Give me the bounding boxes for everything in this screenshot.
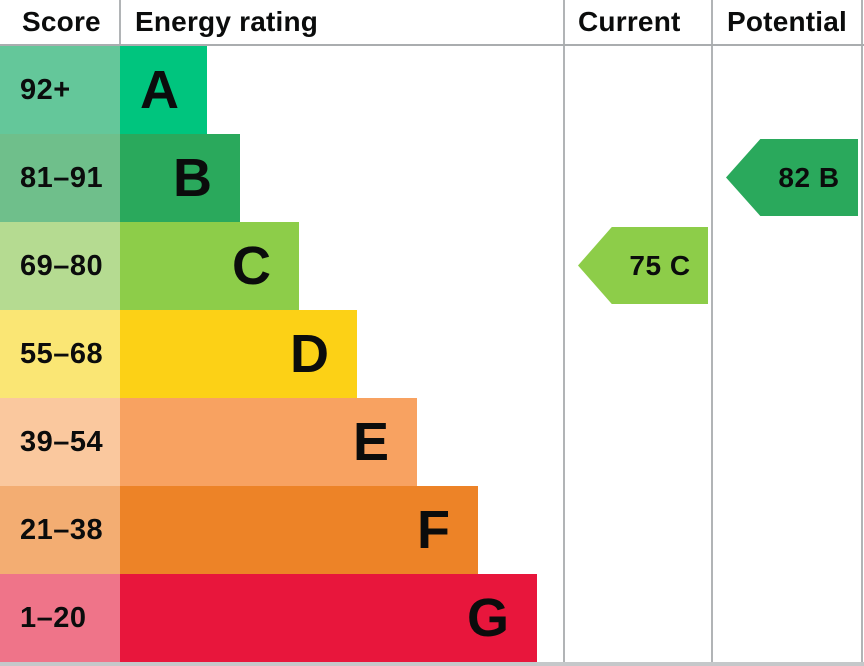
- band-bar-a: A: [120, 46, 207, 134]
- band-letter-e: E: [352, 412, 389, 472]
- band-letter-f: F: [417, 500, 450, 560]
- score-range-g: 1–20: [0, 574, 120, 662]
- band-row-b: 81–91 B: [0, 134, 561, 222]
- band-bar-f: F: [120, 486, 478, 574]
- band-letter-g: G: [466, 588, 509, 648]
- band-row-a: 92+ A: [0, 46, 561, 134]
- header-potential: Potential: [727, 6, 848, 37]
- divider-energy-current: [563, 0, 565, 662]
- band-row-g: 1–20 G: [0, 574, 561, 662]
- score-range-a: 92+: [0, 46, 120, 134]
- band-letter-a: A: [140, 60, 179, 120]
- band-row-e: 39–54 E: [0, 398, 561, 486]
- score-range-e: 39–54: [0, 398, 120, 486]
- bottom-border: [0, 662, 864, 666]
- score-range-d: 55–68: [0, 310, 120, 398]
- band-letter-d: D: [290, 324, 329, 384]
- band-bar-d: D: [120, 310, 357, 398]
- band-rows: 92+ A 81–91 B 69–80 C 55–68 D 39–54 E 21…: [0, 46, 561, 662]
- band-bar-c: C: [120, 222, 299, 310]
- band-row-d: 55–68 D: [0, 310, 561, 398]
- band-row-f: 21–38 F: [0, 486, 561, 574]
- header-energy-rating: Energy rating: [135, 6, 319, 37]
- header-current: Current: [578, 6, 681, 37]
- band-row-c: 69–80 C: [0, 222, 561, 310]
- divider-right-edge: [861, 0, 863, 662]
- current-rating-arrow: 75 C: [578, 227, 708, 304]
- potential-rating-arrow: 82 B: [726, 139, 858, 216]
- band-bar-e: E: [120, 398, 417, 486]
- score-range-f: 21–38: [0, 486, 120, 574]
- score-range-c: 69–80: [0, 222, 120, 310]
- score-range-b: 81–91: [0, 134, 120, 222]
- band-bar-b: B: [120, 134, 240, 222]
- header-score: Score: [22, 6, 101, 37]
- band-letter-c: C: [232, 236, 271, 296]
- divider-current-potential: [711, 0, 713, 662]
- header-underline: [0, 44, 864, 46]
- divider-score-energy: [119, 0, 121, 44]
- band-letter-b: B: [173, 148, 212, 208]
- band-bar-g: G: [120, 574, 537, 662]
